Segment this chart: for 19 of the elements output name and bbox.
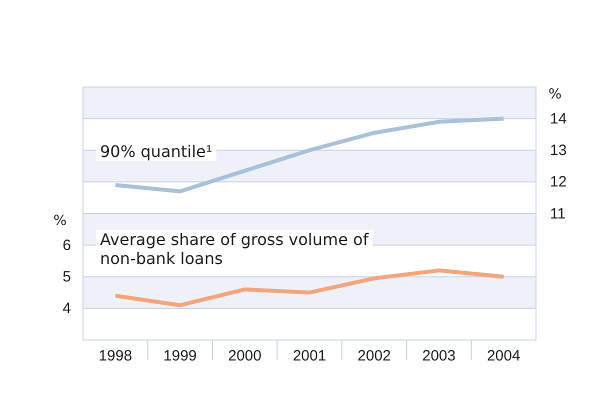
series-label: Average share of gross volume of non-bank loans [100,230,369,268]
y2-tick-label: 12 [550,174,567,191]
x-tick-label: 2001 [292,348,326,365]
y-axis-title: % [53,213,67,230]
y-tick-label: 5 [62,268,71,286]
y2-tick-label: 14 [550,110,567,128]
y-tick-label: 4 [62,300,71,318]
y2-axis-title: % [548,86,562,103]
y-tick-label: 6 [62,236,71,254]
line-series [113,268,506,308]
y2-tick-label: 13 [550,142,567,160]
y2-tick-label: 11 [550,205,566,222]
x-tick-label: 2004 [486,348,520,365]
x-tick-label: 2003 [422,348,456,365]
series-label: 90% quantile¹ [100,142,212,161]
x-tick-label: 2000 [228,348,262,365]
x-tick-label: 2002 [358,348,391,365]
x-tick-label: 1999 [163,348,197,365]
x-tick-label: 1998 [98,348,132,365]
